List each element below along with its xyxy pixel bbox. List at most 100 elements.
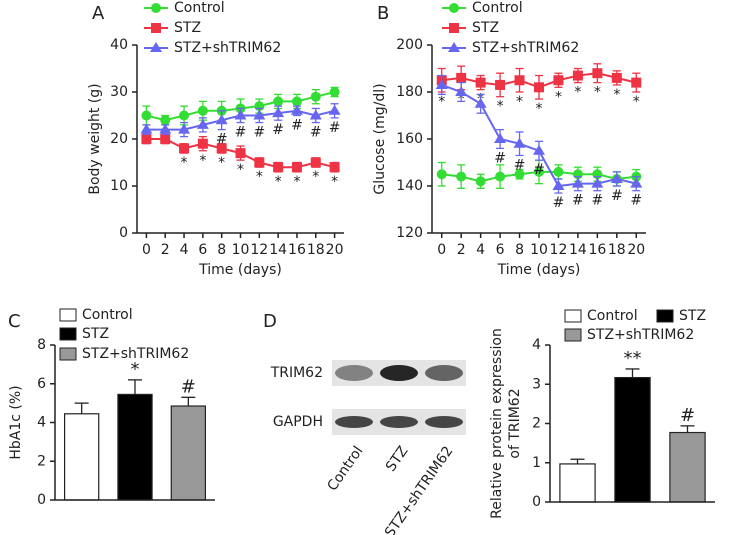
significance: * bbox=[199, 153, 206, 169]
significance: * bbox=[237, 162, 244, 178]
point bbox=[151, 3, 161, 13]
point bbox=[533, 144, 545, 155]
significance: * bbox=[131, 359, 140, 380]
y-tick-label: 8 bbox=[37, 337, 46, 353]
point bbox=[150, 42, 162, 52]
significance: * bbox=[613, 87, 620, 103]
y-tick-label: 180 bbox=[396, 84, 423, 100]
legend-swatch bbox=[564, 309, 582, 323]
point bbox=[591, 177, 604, 188]
legend-label: Control bbox=[174, 0, 225, 16]
point bbox=[449, 23, 459, 33]
panel-label: A bbox=[92, 3, 105, 24]
point bbox=[631, 77, 642, 88]
point bbox=[178, 123, 191, 134]
point bbox=[448, 42, 460, 52]
panel-label: C bbox=[8, 311, 21, 332]
y-tick-label: 4 bbox=[532, 337, 541, 353]
point bbox=[141, 110, 152, 121]
point bbox=[571, 177, 584, 188]
significance: * bbox=[633, 94, 640, 110]
point bbox=[552, 180, 565, 190]
significance: * bbox=[594, 85, 601, 101]
panel-label: D bbox=[263, 311, 277, 332]
y-axis-title: HbA1c (%) bbox=[8, 385, 24, 459]
blot-row-label: GAPDH bbox=[273, 414, 323, 430]
significance: # bbox=[533, 162, 545, 178]
legend-label: STZ+shTRIM62 bbox=[174, 40, 281, 56]
significance: # bbox=[272, 122, 284, 138]
point bbox=[216, 143, 227, 154]
point bbox=[449, 3, 459, 13]
point bbox=[140, 123, 153, 134]
point bbox=[197, 138, 208, 149]
x-tick-label: 18 bbox=[307, 242, 325, 258]
significance: * bbox=[293, 174, 300, 190]
point bbox=[215, 114, 228, 125]
point bbox=[160, 134, 171, 144]
y-tick-label: 3 bbox=[532, 376, 541, 392]
significance: * bbox=[497, 99, 504, 115]
significance: * bbox=[256, 169, 263, 185]
x-tick-label: 0 bbox=[437, 242, 446, 258]
legend-swatch bbox=[59, 327, 77, 341]
significance: * bbox=[275, 174, 282, 190]
point bbox=[329, 162, 340, 173]
point bbox=[253, 109, 266, 120]
significance: * bbox=[555, 89, 562, 105]
y-tick-label: 4 bbox=[37, 415, 46, 431]
blot-band bbox=[425, 365, 463, 381]
y-tick-label: 2 bbox=[37, 453, 46, 469]
point bbox=[534, 82, 544, 93]
blot-band bbox=[425, 416, 463, 428]
legend-label: STZ+shTRIM62 bbox=[472, 40, 579, 56]
y-tick-label: 1 bbox=[532, 455, 541, 471]
x-tick-label: 10 bbox=[232, 242, 250, 258]
legend-label: Control bbox=[82, 307, 133, 323]
x-axis-title: Time (days) bbox=[497, 262, 581, 278]
significance: * bbox=[312, 169, 319, 185]
point bbox=[630, 177, 643, 188]
point bbox=[592, 68, 603, 79]
significance: # bbox=[611, 188, 623, 204]
x-tick-label: 4 bbox=[476, 242, 485, 258]
significance: # bbox=[329, 120, 341, 136]
significance: # bbox=[591, 193, 603, 209]
y-tick-label: 6 bbox=[37, 376, 46, 392]
point bbox=[179, 143, 190, 154]
significance: ** bbox=[624, 348, 642, 369]
point bbox=[235, 148, 246, 159]
point bbox=[610, 172, 623, 183]
y-tick-label: 120 bbox=[396, 225, 423, 241]
lane-label: STZ bbox=[383, 443, 412, 474]
x-tick-label: 12 bbox=[250, 242, 268, 258]
significance: * bbox=[181, 155, 188, 171]
point bbox=[328, 104, 341, 115]
point bbox=[475, 176, 486, 187]
y-tick-label: 30 bbox=[110, 84, 128, 100]
x-tick-label: 14 bbox=[269, 242, 287, 258]
x-tick-label: 12 bbox=[550, 242, 568, 258]
point bbox=[474, 97, 487, 108]
x-tick-label: 2 bbox=[161, 242, 170, 258]
y-axis-title: of TRIM62 bbox=[507, 388, 523, 458]
x-tick-label: 20 bbox=[627, 242, 645, 258]
panel-label: B bbox=[377, 3, 389, 24]
x-tick-label: 14 bbox=[569, 242, 587, 258]
bar bbox=[614, 376, 651, 503]
point bbox=[329, 87, 340, 97]
bar bbox=[117, 393, 153, 501]
point bbox=[455, 86, 468, 96]
y-tick-label: 40 bbox=[110, 37, 128, 53]
x-tick-label: 2 bbox=[457, 242, 466, 258]
point bbox=[494, 133, 507, 143]
x-tick-label: 10 bbox=[530, 242, 548, 258]
point bbox=[309, 109, 322, 120]
significance: # bbox=[553, 195, 565, 211]
y-axis-title: Glucose (mg/dl) bbox=[372, 83, 388, 194]
point bbox=[291, 96, 302, 107]
point bbox=[611, 72, 622, 83]
significance: * bbox=[516, 94, 523, 110]
x-tick-label: 6 bbox=[496, 242, 505, 258]
x-tick-label: 18 bbox=[608, 242, 626, 258]
